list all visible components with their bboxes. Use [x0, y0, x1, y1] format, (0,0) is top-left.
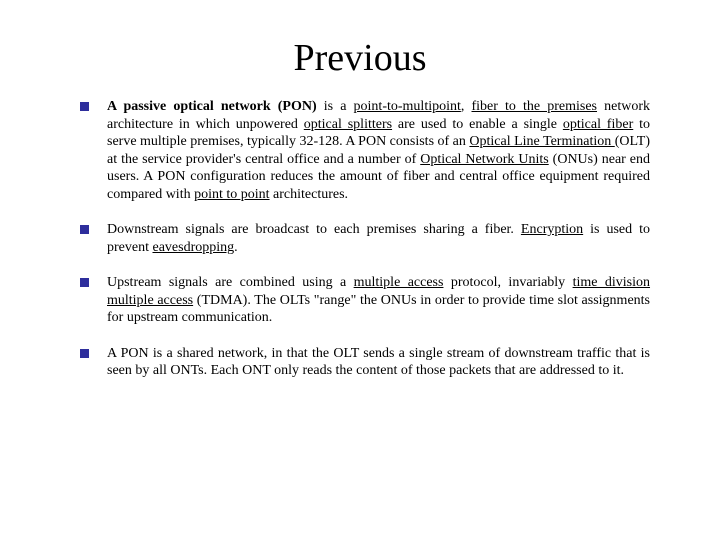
text-segment: multiple access [354, 275, 444, 290]
text-segment: Upstream signals are combined using a [107, 275, 354, 290]
text-segment: is a [317, 99, 354, 114]
slide-title: Previous [0, 0, 720, 98]
text-segment: architectures. [270, 187, 349, 202]
bullet-marker-icon [80, 278, 89, 287]
bullet-text: A PON is a shared network, in that the O… [107, 345, 650, 380]
bullet-marker-icon [80, 102, 89, 111]
bullet-item: A passive optical network (PON) is a poi… [80, 98, 650, 203]
text-segment: optical splitters [304, 117, 392, 132]
text-segment: Downstream signals are broadcast to each… [107, 222, 521, 237]
text-segment: . [234, 240, 238, 255]
bullet-item: A PON is a shared network, in that the O… [80, 345, 650, 380]
text-segment: point to point [194, 187, 269, 202]
bullet-marker-icon [80, 349, 89, 358]
text-segment: protocol, invariably [443, 275, 572, 290]
text-segment: A passive optical network (PON) [107, 99, 317, 114]
text-segment: , [461, 99, 472, 114]
text-segment: Optical Network Units [420, 152, 548, 167]
text-segment: fiber to the premises [472, 99, 598, 114]
slide-content: A passive optical network (PON) is a poi… [0, 98, 720, 380]
text-segment: are used to enable a single [392, 117, 563, 132]
bullet-text: Upstream signals are combined using a mu… [107, 274, 650, 327]
bullet-text: A passive optical network (PON) is a poi… [107, 98, 650, 203]
text-segment: eavesdropping [152, 240, 234, 255]
bullet-marker-icon [80, 225, 89, 234]
text-segment: A PON is a shared network, in that the O… [107, 346, 650, 379]
text-segment: Encryption [521, 222, 583, 237]
bullet-text: Downstream signals are broadcast to each… [107, 221, 650, 256]
text-segment: point-to-multipoint [354, 99, 461, 114]
bullet-item: Downstream signals are broadcast to each… [80, 221, 650, 256]
text-segment: optical fiber [563, 117, 633, 132]
bullet-item: Upstream signals are combined using a mu… [80, 274, 650, 327]
text-segment: Optical Line Termination [469, 134, 614, 149]
